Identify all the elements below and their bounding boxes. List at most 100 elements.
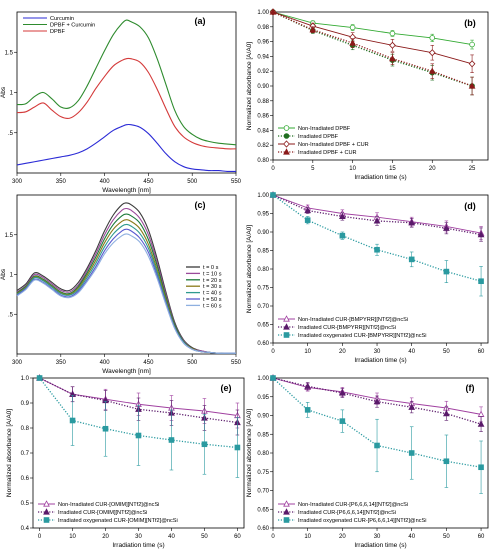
legend-label: Irradiated CUR-[P6,6,6,14][NTf2]@ncSi bbox=[298, 510, 396, 516]
y-tick-label: 0.8 bbox=[21, 426, 30, 432]
data-point bbox=[443, 268, 450, 275]
data-point bbox=[102, 425, 109, 432]
y-tick-label: 0.85 bbox=[257, 432, 269, 438]
legend-label: Irradiated oxygenated CUR-[P6,6,6,14][NT… bbox=[298, 518, 427, 524]
data-point bbox=[373, 217, 381, 224]
y-tick-label: 0.4 bbox=[21, 526, 30, 532]
data-point bbox=[408, 450, 415, 456]
panel-a-frame bbox=[16, 11, 237, 174]
x-tick-label: 450 bbox=[143, 179, 154, 185]
data-point bbox=[478, 464, 484, 471]
data-point bbox=[69, 417, 76, 424]
y-axis-label: Abs bbox=[0, 268, 7, 280]
y-tick-label: 0.85 bbox=[257, 249, 269, 255]
series-3 bbox=[36, 375, 241, 478]
y-tick-label: 0.90 bbox=[257, 84, 269, 90]
data-point bbox=[428, 49, 436, 57]
data-point bbox=[304, 382, 312, 389]
y-tick-label: 0.86 bbox=[257, 114, 269, 120]
series-1 bbox=[270, 9, 475, 50]
x-axis-label: Wavelength [nm] bbox=[102, 368, 151, 375]
y-tick-label: 1 bbox=[10, 273, 14, 279]
legend: Non-Irradiated CUR-[OMIM][NTf2]@ncSi Irra… bbox=[38, 500, 178, 524]
y-tick-label: 1.00 bbox=[257, 193, 269, 199]
x-tick-label: 550 bbox=[231, 179, 242, 185]
data-point bbox=[443, 458, 450, 465]
data-point bbox=[168, 437, 175, 443]
legend-marker bbox=[283, 332, 290, 338]
legend: Non-Irradiated CUR-[BMPYRR][NTf2]@ncSi Ir… bbox=[278, 315, 426, 339]
y-tick-label: 0.70 bbox=[257, 304, 269, 310]
series-3 bbox=[269, 8, 476, 73]
series-3 bbox=[270, 192, 484, 297]
x-tick-label: 350 bbox=[56, 179, 67, 185]
x-tick-label: 0 bbox=[271, 349, 275, 355]
y-tick-label: 1.0 bbox=[21, 376, 30, 382]
y-tick-label: 0.95 bbox=[257, 212, 269, 218]
y-tick-label: .5 bbox=[8, 131, 14, 137]
y-tick-label: 0.65 bbox=[257, 323, 269, 329]
legend-label: DPBF + Curcumin bbox=[50, 23, 95, 29]
x-tick-label: 25 bbox=[469, 166, 476, 172]
y-tick-label: 0.90 bbox=[257, 230, 269, 236]
y-tick-label: 0.60 bbox=[257, 526, 269, 532]
series-7 bbox=[16, 233, 236, 354]
data-point bbox=[469, 41, 475, 48]
x-tick-label: 300 bbox=[12, 179, 23, 185]
x-tick-label: 20 bbox=[429, 166, 436, 172]
x-tick-label: 50 bbox=[443, 349, 450, 355]
x-tick-label: 40 bbox=[408, 349, 415, 355]
data-point bbox=[408, 256, 415, 263]
legend-marker bbox=[43, 517, 50, 523]
x-tick-label: 40 bbox=[408, 534, 415, 540]
series-line bbox=[16, 57, 237, 150]
x-axis-label: Irradiation time (s) bbox=[354, 357, 406, 364]
series-line bbox=[272, 11, 473, 46]
x-tick-label: 350 bbox=[56, 360, 67, 366]
y-tick-label: 1.00 bbox=[257, 10, 269, 16]
data-point bbox=[389, 41, 396, 49]
series-line bbox=[16, 19, 237, 146]
legend: Non-Irradiated CUR-[P6,6,6,14][NTf2]@ncS… bbox=[278, 500, 427, 524]
series-line bbox=[272, 11, 473, 87]
data-point bbox=[234, 444, 241, 451]
legend: Non-Irradiated DPBF Irradiated DPBF Non-Ir… bbox=[278, 125, 369, 156]
series-2 bbox=[16, 19, 237, 146]
panel-label: (f) bbox=[466, 383, 475, 393]
x-tick-label: 15 bbox=[389, 166, 396, 172]
data-point bbox=[270, 192, 276, 198]
data-point bbox=[443, 409, 450, 417]
y-tick-label: 0.75 bbox=[257, 286, 269, 292]
y-tick-label: 0.75 bbox=[257, 470, 269, 476]
x-tick-label: 50 bbox=[443, 534, 450, 540]
legend-marker bbox=[283, 148, 290, 155]
y-tick-label: 0.7 bbox=[21, 451, 30, 457]
legend-label: Non-Irradiated CUR-[P6,6,6,14][NTf2]@ncS… bbox=[298, 502, 408, 508]
y-tick-label: 0.92 bbox=[257, 69, 269, 75]
y-tick-label: 0.84 bbox=[257, 128, 269, 134]
x-tick-label: 300 bbox=[12, 360, 23, 366]
series-1 bbox=[16, 123, 237, 172]
y-tick-label: 1.5 bbox=[5, 233, 14, 239]
data-point bbox=[428, 67, 436, 74]
x-tick-label: 10 bbox=[304, 534, 311, 540]
y-tick-label: 1 bbox=[10, 91, 14, 97]
data-point bbox=[349, 24, 356, 31]
legend-marker bbox=[283, 140, 290, 148]
x-tick-label: 20 bbox=[339, 534, 346, 540]
panel-label: (e) bbox=[221, 383, 232, 393]
panel-label: (b) bbox=[464, 18, 476, 28]
data-point bbox=[429, 35, 436, 41]
x-tick-label: 30 bbox=[374, 534, 381, 540]
legend-label: t = 30 s bbox=[203, 284, 222, 290]
series-line bbox=[272, 11, 473, 65]
legend-marker bbox=[283, 323, 290, 330]
legend-label: Irradiated CUR-[BMPYRR][NTf2]@ncSi bbox=[298, 325, 396, 331]
legend: t = 0 st = 10 st = 20 st = 30 st = 40 st… bbox=[186, 265, 222, 309]
legend-label: t = 20 s bbox=[203, 278, 222, 284]
legend-label: Irradiated DPBF + CUR bbox=[298, 150, 357, 156]
x-tick-label: 500 bbox=[187, 179, 198, 185]
y-tick-label: .5 bbox=[8, 312, 14, 318]
legend-marker bbox=[283, 133, 290, 139]
